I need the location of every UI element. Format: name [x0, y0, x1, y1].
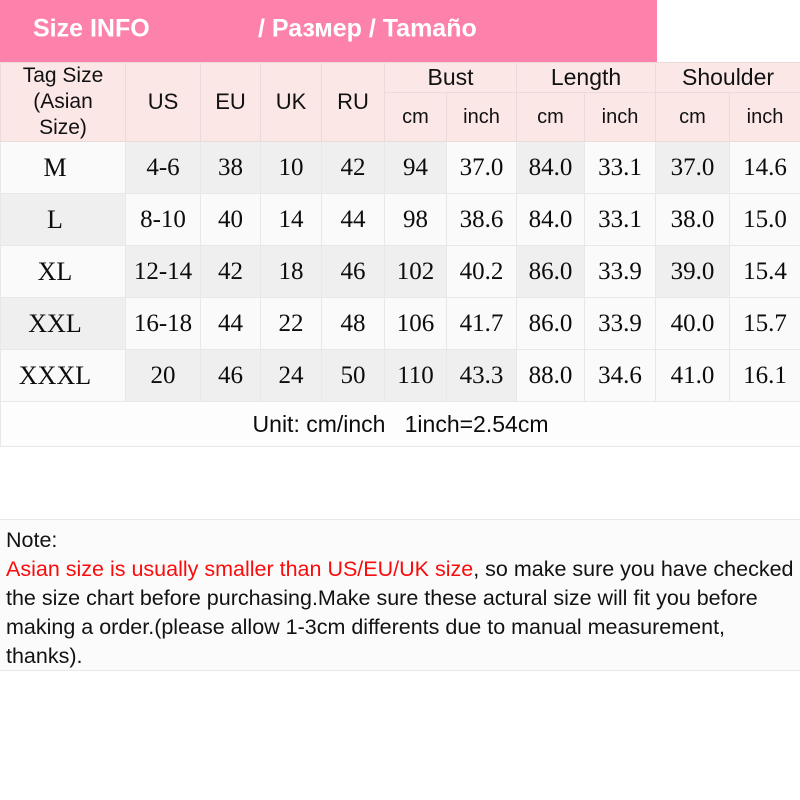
unit-row: Unit: cm/inch 1inch=2.54cm [0, 401, 800, 447]
cell-uk: 10 [260, 141, 322, 194]
tag-size-line-1: Tag Size [22, 64, 104, 87]
cell-shoulder-cm: 37.0 [655, 141, 731, 194]
cell-shoulder-cm: 38.0 [655, 193, 731, 246]
cell-ru: 44 [321, 193, 385, 246]
col-header-eu: EU [200, 62, 261, 142]
cell-shoulder-cm: 41.0 [655, 349, 731, 402]
cell-bust-cm: 106 [384, 297, 447, 350]
cell-shoulder-cm: 40.0 [655, 297, 731, 350]
note-section: Note: Asian size is usually smaller than… [0, 519, 800, 671]
col-header-ru: RU [321, 62, 385, 142]
cell-bust-cm: 98 [384, 193, 447, 246]
unit-note-text: Unit: cm/inch 1inch=2.54cm [252, 410, 549, 437]
unit-note-cell: Unit: cm/inch 1inch=2.54cm [0, 401, 800, 447]
cell-length-inch: 33.9 [583, 245, 657, 298]
cell-length-cm: 86.0 [516, 297, 585, 350]
note-label: Note: [6, 528, 58, 552]
col-header-us: US [125, 62, 201, 142]
bottom-white-area [0, 671, 800, 800]
col-header-tag-size: Tag Size (Asian Size) [0, 62, 126, 142]
cell-us: 12-14 [125, 245, 201, 298]
cell-length-inch: 33.9 [583, 297, 657, 350]
table-row: XXXL 20 46 24 50 110 43.3 88.0 34.6 41.0… [0, 349, 800, 402]
title-bar-blank-area [657, 0, 800, 62]
tag-size-line-3: Size) [39, 116, 87, 139]
cell-bust-cm: 110 [384, 349, 447, 402]
col-header-bust-inch: inch [446, 92, 517, 142]
cell-length-cm: 84.0 [516, 193, 585, 246]
cell-uk: 22 [260, 297, 322, 350]
col-header-shoulder-cm: cm [655, 92, 731, 142]
cell-ru: 42 [321, 141, 385, 194]
note-highlight: Asian size is usually smaller than US/EU… [6, 557, 474, 581]
cell-length-inch: 33.1 [583, 193, 657, 246]
table-row: XL 12-14 42 18 46 102 40.2 86.0 33.9 39.… [0, 245, 800, 298]
cell-eu: 40 [200, 193, 261, 246]
cell-length-cm: 86.0 [516, 245, 585, 298]
cell-shoulder-inch: 15.7 [729, 297, 800, 350]
cell-tag-size: L [0, 193, 126, 246]
col-header-bust-cm: cm [384, 92, 447, 142]
cell-uk: 18 [260, 245, 322, 298]
cell-ru: 48 [321, 297, 385, 350]
col-header-uk: UK [260, 62, 322, 142]
cell-ru: 46 [321, 245, 385, 298]
cell-bust-inch: 37.0 [446, 141, 517, 194]
page-title-translations: / Размер / Tamaño [258, 14, 477, 43]
cell-uk: 24 [260, 349, 322, 402]
cell-shoulder-inch: 15.0 [729, 193, 800, 246]
cell-length-cm: 88.0 [516, 349, 585, 402]
cell-bust-cm: 102 [384, 245, 447, 298]
cell-ru: 50 [321, 349, 385, 402]
table-head: Tag Size (Asian Size) US EU UK RU Bust L… [0, 62, 800, 142]
size-table: Tag Size (Asian Size) US EU UK RU Bust L… [0, 62, 800, 447]
table-row: M 4-6 38 10 42 94 37.0 84.0 33.1 37.0 14… [0, 141, 800, 194]
cell-bust-inch: 41.7 [446, 297, 517, 350]
cell-us: 4-6 [125, 141, 201, 194]
cell-bust-inch: 43.3 [446, 349, 517, 402]
page-title: Size INFO [33, 14, 150, 43]
cell-us: 20 [125, 349, 201, 402]
cell-shoulder-cm: 39.0 [655, 245, 731, 298]
col-header-length: Length [515, 62, 657, 93]
cell-length-inch: 34.6 [583, 349, 657, 402]
col-header-length-inch: inch [583, 92, 657, 142]
note-text: Asian size is usually smaller than US/EU… [6, 555, 796, 671]
cell-uk: 14 [260, 193, 322, 246]
tag-size-line-2: (Asian [33, 90, 93, 113]
table-header-row-groups: Tag Size (Asian Size) US EU UK RU Bust L… [0, 62, 800, 142]
cell-eu: 44 [200, 297, 261, 350]
cell-bust-cm: 94 [384, 141, 447, 194]
cell-us: 16-18 [125, 297, 201, 350]
table-header-row-units: cm inch cm inch cm inch [1, 92, 800, 142]
cell-tag-size: M [0, 141, 126, 194]
cell-tag-size: XL [0, 245, 126, 298]
table-row: XXL 16-18 44 22 48 106 41.7 86.0 33.9 40… [0, 297, 800, 350]
cell-bust-inch: 40.2 [446, 245, 517, 298]
note-rest: , so make sure you have checked the size… [6, 557, 794, 668]
cell-shoulder-inch: 16.1 [729, 349, 800, 402]
cell-eu: 46 [200, 349, 261, 402]
cell-length-cm: 84.0 [516, 141, 585, 194]
cell-length-inch: 33.1 [583, 141, 657, 194]
col-header-shoulder: Shoulder [655, 62, 800, 93]
col-header-shoulder-inch: inch [729, 92, 800, 142]
col-header-length-cm: cm [516, 92, 585, 142]
cell-tag-size: XXL [0, 297, 126, 350]
cell-shoulder-inch: 15.4 [729, 245, 800, 298]
cell-us: 8-10 [125, 193, 201, 246]
cell-bust-inch: 38.6 [446, 193, 517, 246]
cell-eu: 42 [200, 245, 261, 298]
cell-shoulder-inch: 14.6 [729, 141, 800, 194]
col-header-bust: Bust [384, 62, 517, 93]
cell-eu: 38 [200, 141, 261, 194]
table-row: L 8-10 40 14 44 98 38.6 84.0 33.1 38.0 1… [0, 193, 800, 246]
cell-tag-size: XXXL [0, 349, 126, 402]
table-body: M 4-6 38 10 42 94 37.0 84.0 33.1 37.0 14… [0, 141, 800, 447]
title-bar: Size INFO / Размер / Tamaño [0, 0, 657, 62]
